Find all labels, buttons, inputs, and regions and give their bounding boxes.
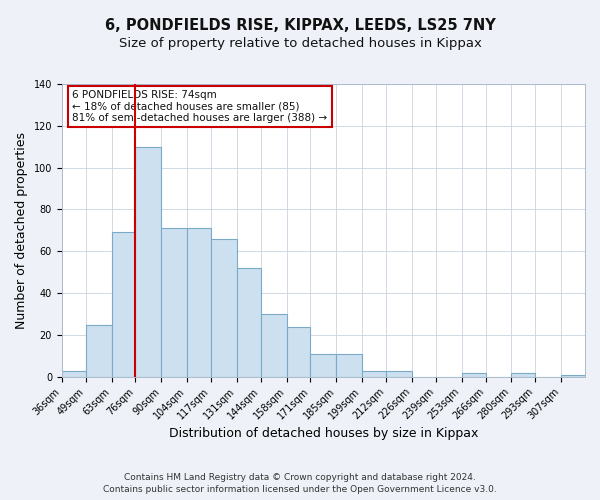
Bar: [112, 232, 136, 377]
Bar: [161, 228, 187, 377]
Bar: [461, 372, 485, 377]
Text: Contains HM Land Registry data © Crown copyright and database right 2024.: Contains HM Land Registry data © Crown c…: [124, 472, 476, 482]
Bar: [310, 354, 336, 377]
Text: 6, PONDFIELDS RISE, KIPPAX, LEEDS, LS25 7NY: 6, PONDFIELDS RISE, KIPPAX, LEEDS, LS25 …: [104, 18, 496, 32]
Bar: [62, 370, 86, 377]
Bar: [237, 268, 261, 377]
Text: Contains public sector information licensed under the Open Government Licence v3: Contains public sector information licen…: [103, 485, 497, 494]
Bar: [511, 372, 535, 377]
Bar: [136, 146, 161, 377]
Bar: [261, 314, 287, 377]
Bar: [187, 228, 211, 377]
Bar: [561, 374, 585, 377]
Y-axis label: Number of detached properties: Number of detached properties: [15, 132, 28, 329]
Bar: [362, 370, 386, 377]
Bar: [386, 370, 412, 377]
Text: 6 PONDFIELDS RISE: 74sqm
← 18% of detached houses are smaller (85)
81% of semi-d: 6 PONDFIELDS RISE: 74sqm ← 18% of detach…: [72, 90, 328, 123]
Bar: [336, 354, 362, 377]
Bar: [287, 326, 310, 377]
Bar: [86, 324, 112, 377]
Bar: [211, 239, 237, 377]
Text: Size of property relative to detached houses in Kippax: Size of property relative to detached ho…: [119, 38, 481, 51]
X-axis label: Distribution of detached houses by size in Kippax: Distribution of detached houses by size …: [169, 427, 478, 440]
